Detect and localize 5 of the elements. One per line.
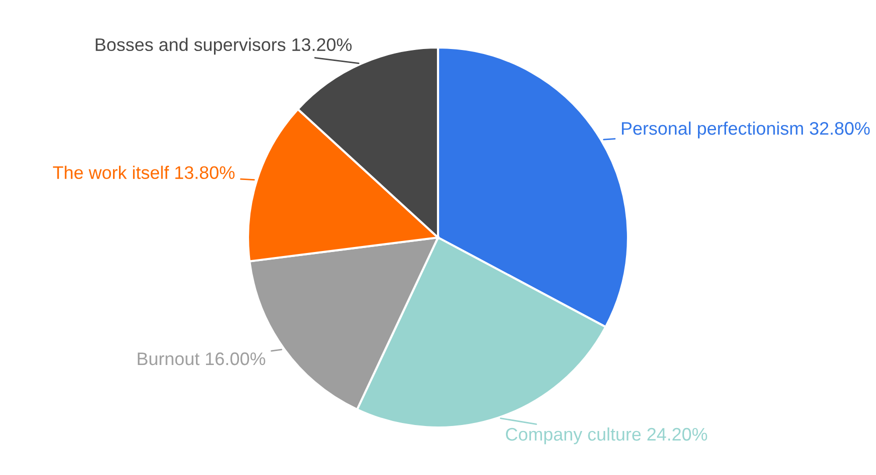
slice-label: Personal perfectionism 32.80% [622, 122, 870, 138]
slice-label: The work itself 13.80% [52, 166, 235, 180]
slice-label: Burnout 16.00% [138, 352, 266, 366]
slice-label: Bosses and supervisors 13.20% [96, 38, 352, 55]
slice-label: Company culture 24.20% [506, 427, 708, 444]
